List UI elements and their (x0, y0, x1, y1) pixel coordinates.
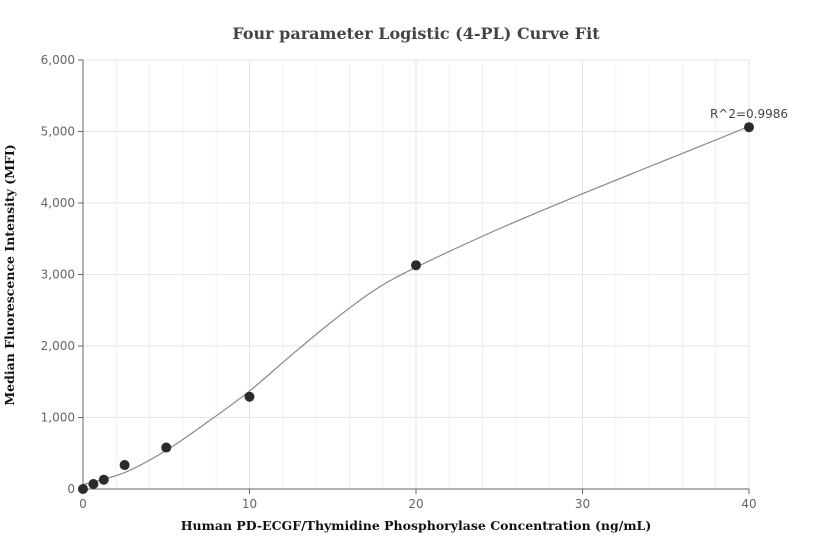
y-tick-label: 4,000 (41, 196, 75, 210)
axes: 0 1,000 2,000 3,000 4,000 5,000 6,000 0 10 20 30 40 (41, 53, 757, 511)
data-points (78, 122, 754, 494)
chart-title: Four parameter Logistic (4-PL) Curve Fit (232, 24, 600, 43)
y-tick-label: 6,000 (41, 53, 75, 67)
y-axis-label: Median Fluorescence Intensity (MFI) (2, 144, 17, 405)
data-point (161, 442, 172, 453)
x-tick-label: 20 (408, 497, 423, 511)
y-tick-label: 0 (67, 482, 75, 496)
y-tick-label: 2,000 (41, 339, 75, 353)
data-point (411, 260, 421, 271)
y-tick-label: 5,000 (41, 125, 75, 139)
x-tick-label: 0 (79, 497, 87, 511)
x-tick-label: 30 (575, 497, 590, 511)
data-point (119, 460, 130, 471)
x-tick-label: 10 (242, 497, 257, 511)
data-point (744, 122, 754, 133)
y-tick-label: 3,000 (41, 268, 75, 282)
data-point (244, 391, 255, 402)
grid (83, 59, 750, 489)
x-axis-label: Human PD-ECGF/Thymidine Phosphorylase Co… (181, 518, 652, 533)
x-tick-label: 40 (741, 497, 756, 511)
y-tick-label: 1,000 (41, 411, 75, 425)
data-point (88, 478, 99, 489)
data-point (78, 484, 88, 494)
r-squared-annotation: R^2=0.9986 (710, 107, 788, 121)
data-point (98, 474, 109, 485)
